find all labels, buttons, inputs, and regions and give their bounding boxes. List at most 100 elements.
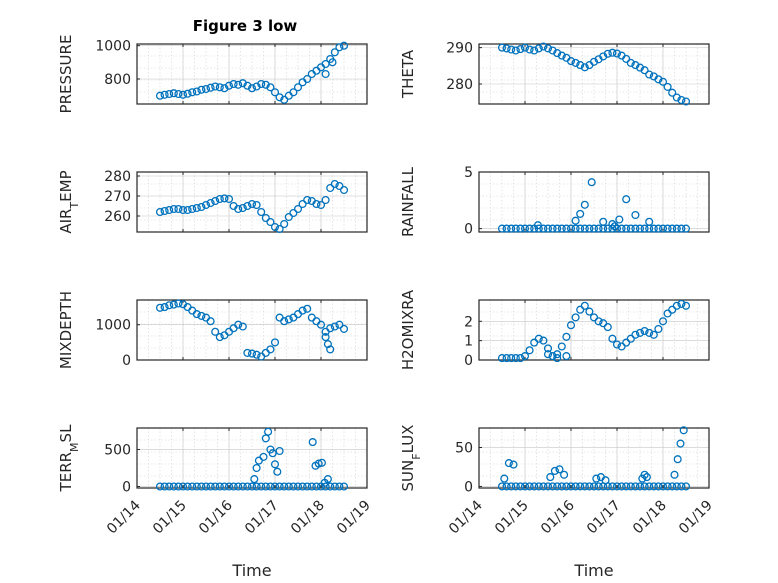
axes-frame [136, 43, 368, 105]
data-point [247, 199, 257, 209]
data-point [580, 224, 589, 233]
data-point [339, 324, 349, 333]
data-point [155, 482, 165, 491]
data-point [525, 346, 534, 355]
data-point [247, 482, 257, 491]
data-point [160, 206, 169, 216]
data-point [534, 44, 543, 53]
data-point [571, 313, 580, 322]
data-point [229, 324, 238, 333]
data-point [323, 475, 332, 484]
data-point [576, 224, 585, 233]
x-tick-label: 01/17 [584, 498, 624, 538]
data-point [672, 93, 681, 102]
data-point [576, 209, 585, 218]
axes-frame [136, 299, 368, 361]
data-point [250, 475, 259, 484]
data-point [330, 179, 339, 189]
data-point [335, 482, 344, 491]
data-point [663, 82, 672, 91]
data-point [155, 303, 165, 312]
data-point [645, 328, 654, 337]
data-point [553, 49, 562, 58]
data-point [328, 58, 337, 67]
data-point [622, 54, 631, 63]
data-point [576, 482, 585, 491]
data-point [169, 89, 178, 98]
data-point [254, 456, 263, 465]
data-point [257, 79, 266, 89]
data-point [266, 83, 275, 92]
data-point [326, 345, 335, 354]
data-point [215, 194, 224, 204]
data-point [530, 46, 539, 55]
data-point [539, 482, 548, 491]
data-point [211, 482, 220, 491]
data-point [553, 354, 562, 363]
y-tick-label: 1000 [95, 318, 131, 334]
data-point [580, 482, 589, 491]
data-point [160, 303, 169, 312]
y-axis-label: SUNFLUX [399, 425, 423, 492]
data-point [603, 323, 612, 332]
data-point [188, 204, 197, 214]
subplot-terr-msl: 0 500 01/14 01/15 01/16 01/17 01/18 01/19 TERRMS… [57, 424, 374, 580]
data-point [566, 57, 576, 66]
data-point [298, 482, 307, 491]
data-point [516, 45, 525, 54]
data-point [677, 224, 686, 233]
data-point [612, 49, 622, 58]
data-point [612, 224, 622, 233]
data-point [507, 224, 516, 233]
data-point [303, 304, 312, 313]
data-point [192, 310, 201, 319]
data-point [681, 482, 691, 491]
data-point [502, 44, 511, 53]
x-tick-label: 01/15 [150, 498, 190, 538]
data-point [280, 219, 289, 229]
data-point [516, 354, 525, 363]
data-point [174, 299, 183, 308]
x-tick-label: 01/15 [492, 498, 532, 538]
y-tick-label: 0 [464, 353, 473, 369]
data-point [280, 95, 289, 104]
y-axis-label: RAINFALL [399, 166, 417, 237]
data-point [635, 328, 645, 337]
x-tick-label: 01/18 [630, 498, 670, 538]
data-point [243, 201, 252, 211]
data-point [215, 482, 224, 491]
data-point [183, 482, 192, 491]
data-point [672, 224, 681, 233]
data-point [206, 317, 215, 326]
data-point [165, 482, 174, 491]
data-point [497, 224, 507, 233]
data-point [502, 224, 511, 233]
data-point [562, 224, 571, 233]
data-point [289, 88, 298, 97]
data-point [497, 482, 507, 491]
data-point [673, 455, 682, 464]
data-point [192, 87, 201, 96]
data-point [511, 354, 520, 363]
data-point [608, 482, 617, 491]
data-point [580, 200, 589, 209]
data-point [617, 342, 626, 351]
data-point [525, 45, 534, 54]
data-point [645, 70, 654, 79]
data-point [601, 476, 610, 485]
data-point [201, 84, 211, 94]
data-point [259, 452, 268, 461]
data-point [312, 199, 321, 209]
figure-title: Figure 3 low [193, 17, 298, 35]
data-point [243, 482, 252, 491]
data-point [275, 224, 284, 234]
data-point [224, 194, 234, 204]
data-point [679, 426, 688, 435]
data-point [608, 220, 617, 229]
data-point [663, 309, 672, 318]
data-point [169, 482, 178, 491]
data-point [631, 61, 640, 70]
data-point [553, 482, 562, 491]
data-point [592, 474, 601, 483]
